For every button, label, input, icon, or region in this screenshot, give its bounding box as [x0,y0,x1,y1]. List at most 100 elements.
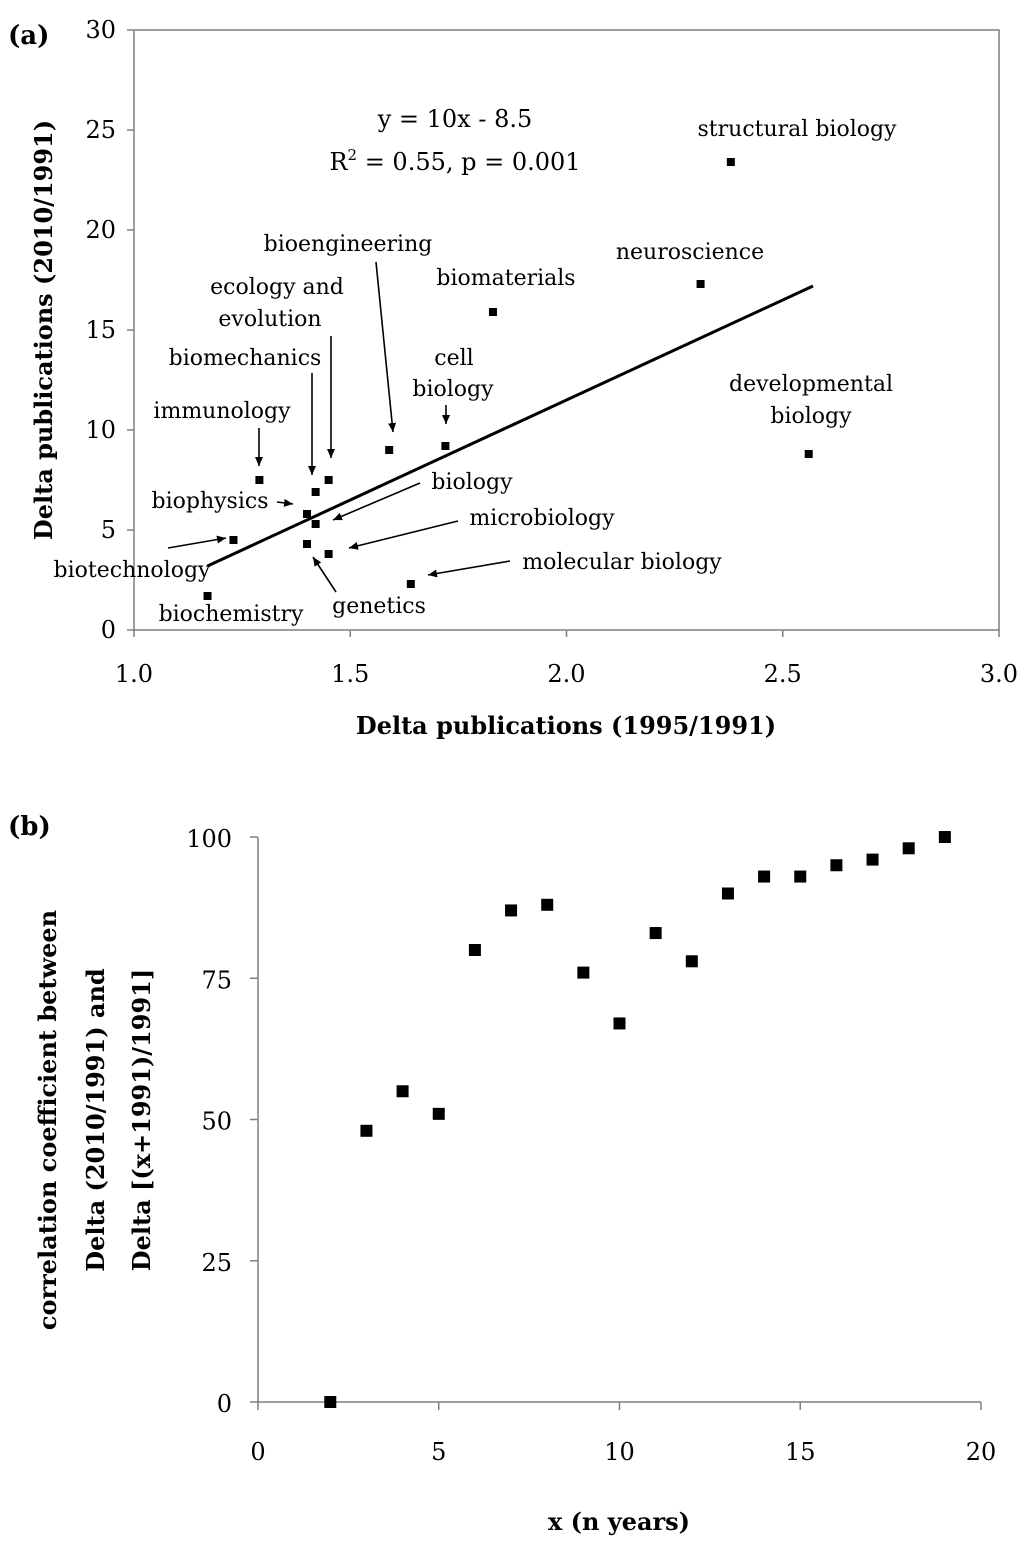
panel-a-stats: R2 = 0.55, p = 0.001 [329,146,580,176]
arrow-biology [332,482,421,521]
panel-a-x-axis-title: Delta publications (1995/1991) [356,711,776,740]
panel-a-x-tick-label: 1.0 [115,660,153,688]
panel-b-point-x14 [758,870,771,883]
panel-a-x-tick-label: 2.5 [764,660,802,688]
panel-b-x-tick-label: 5 [431,1438,446,1466]
label-molecular-biology: molecular biology [522,550,722,575]
panel-a: (a) 0 5 10 15 20 25 30 1.0 1.5 2.0 2.5 3.0 Delta p… [8,16,1018,740]
arrow-genetics [312,556,337,593]
panel-a-y-tick-label: 15 [85,316,116,344]
label-biochemistry: biochemistry [159,602,304,627]
panel-a-x-ticks: 1.0 1.5 2.0 2.5 3.0 [115,630,1018,688]
panel-b-point-x19 [938,831,951,843]
panel-a-y-tick-label: 5 [101,516,116,544]
panel-b-y-axis-title-line3: Delta [(x+1991)/1991] [127,969,156,1271]
point-molecular-biology [406,580,415,588]
panel-b-x-tick-label: 0 [250,1438,265,1466]
label-neuroscience: neuroscience [616,240,764,265]
label-microbiology: microbiology [469,506,615,531]
panel-b-point-x10 [613,1017,626,1030]
panel-b-y-tick-label: 25 [201,1249,232,1277]
panel-b-point-x7 [505,904,518,917]
panel-b-y-tick-label: 0 [217,1390,232,1418]
arrow-biophysics [276,498,294,507]
panel-b-point-x15 [794,870,807,883]
panel-b-points [324,831,951,1408]
panel-a-y-tick-label: 20 [85,216,116,244]
panel-b-point-x18 [902,842,915,855]
panel-b-point-x3 [360,1124,373,1137]
label-biomaterials: biomaterials [436,266,575,291]
label-biophysics: biophysics [152,489,269,514]
panel-a-trendline [206,284,814,568]
label-ecology-line1: ecology and [210,275,344,300]
panel-a-y-tick-label: 25 [85,116,116,144]
point-cell-biology [441,442,450,450]
point-biomechanics [311,488,320,496]
panel-a-y-tick-label: 0 [101,616,116,644]
panel-a-y-axis-title: Delta publications (2010/1991) [29,120,58,540]
label-cell-line1: cell [434,346,473,371]
panel-b: (b) 0 25 50 75 100 0 5 10 15 20 x (n years) corr… [8,812,996,1536]
label-biotechnology: biotechnology [54,558,211,583]
panel-b-point-x17 [866,853,879,866]
label-biology: biology [431,470,513,495]
label-immunology: immunology [153,399,291,424]
panel-a-x-tick-label: 2.0 [547,660,585,688]
panel-a-equation: y = 10x - 8.5 [377,105,533,133]
panel-a-stats-rest: = 0.55, p = 0.001 [357,148,581,176]
point-immunology [255,476,264,484]
panel-b-point-x12 [685,955,698,968]
point-biotechnology [229,536,238,544]
arrow-bioengineering [375,261,397,433]
point-neuroscience [696,280,705,288]
panel-b-y-axis-title-line2: Delta (2010/1991) and [81,968,110,1272]
point-genetics [303,540,311,548]
panel-b-label: (b) [8,812,51,842]
label-developmental-line2: biology [770,404,852,429]
panel-a-stats-r: R [329,148,348,176]
panel-a-label: (a) [8,21,49,51]
panel-b-x-tick-label: 10 [604,1438,635,1466]
arrow-biotechnology [167,535,227,549]
label-ecology-line2: evolution [218,307,321,332]
label-biomechanics: biomechanics [169,346,322,371]
panel-b-x-ticks: 0 5 10 15 20 [250,1402,996,1466]
panel-a-x-tick-label: 3.0 [980,660,1018,688]
panel-a-y-tick-label: 30 [85,16,116,44]
label-genetics: genetics [332,594,426,619]
panel-b-x-axis-title: x (n years) [548,1507,690,1536]
panel-a-x-tick-label: 1.5 [331,660,369,688]
label-bioengineering: bioengineering [264,232,433,257]
label-developmental-line1: developmental [729,372,893,397]
point-biophysics [303,510,311,518]
panel-b-x-tick-label: 20 [966,1438,997,1466]
panel-b-y-ticks: 0 25 50 75 100 [186,825,258,1418]
panel-b-point-x4 [396,1085,409,1098]
panel-b-point-x11 [649,927,662,940]
panel-b-y-axis-title-line1: correlation coefficient between [33,910,62,1330]
panel-b-point-x6 [468,944,481,956]
panel-b-x-tick-label: 15 [785,1438,816,1466]
panel-a-y-ticks: 0 5 10 15 20 25 30 [85,16,134,644]
point-biomaterials [488,308,497,316]
label-cell-line2: biology [412,377,494,402]
panel-a-points [203,158,813,600]
panel-b-y-tick-label: 50 [201,1108,232,1136]
point-biochemistry [203,592,212,600]
point-developmental-biology [804,450,813,458]
panel-b-point-x13 [721,887,734,900]
panel-a-y-tick-label: 10 [85,416,116,444]
arrow-molecular-biology [427,560,511,578]
panel-b-y-tick-label: 100 [186,825,232,853]
arrow-microbiology [348,520,459,550]
panel-b-point-x16 [830,859,843,872]
label-structural-biology: structural biology [698,117,898,142]
point-structural-biology [726,158,735,166]
point-ecology-and-evolution [324,476,333,484]
panel-b-point-x8 [541,898,554,911]
panel-a-stats-sup: 2 [348,146,358,164]
panel-b-point-x5 [432,1107,445,1120]
point-biology [311,520,320,528]
